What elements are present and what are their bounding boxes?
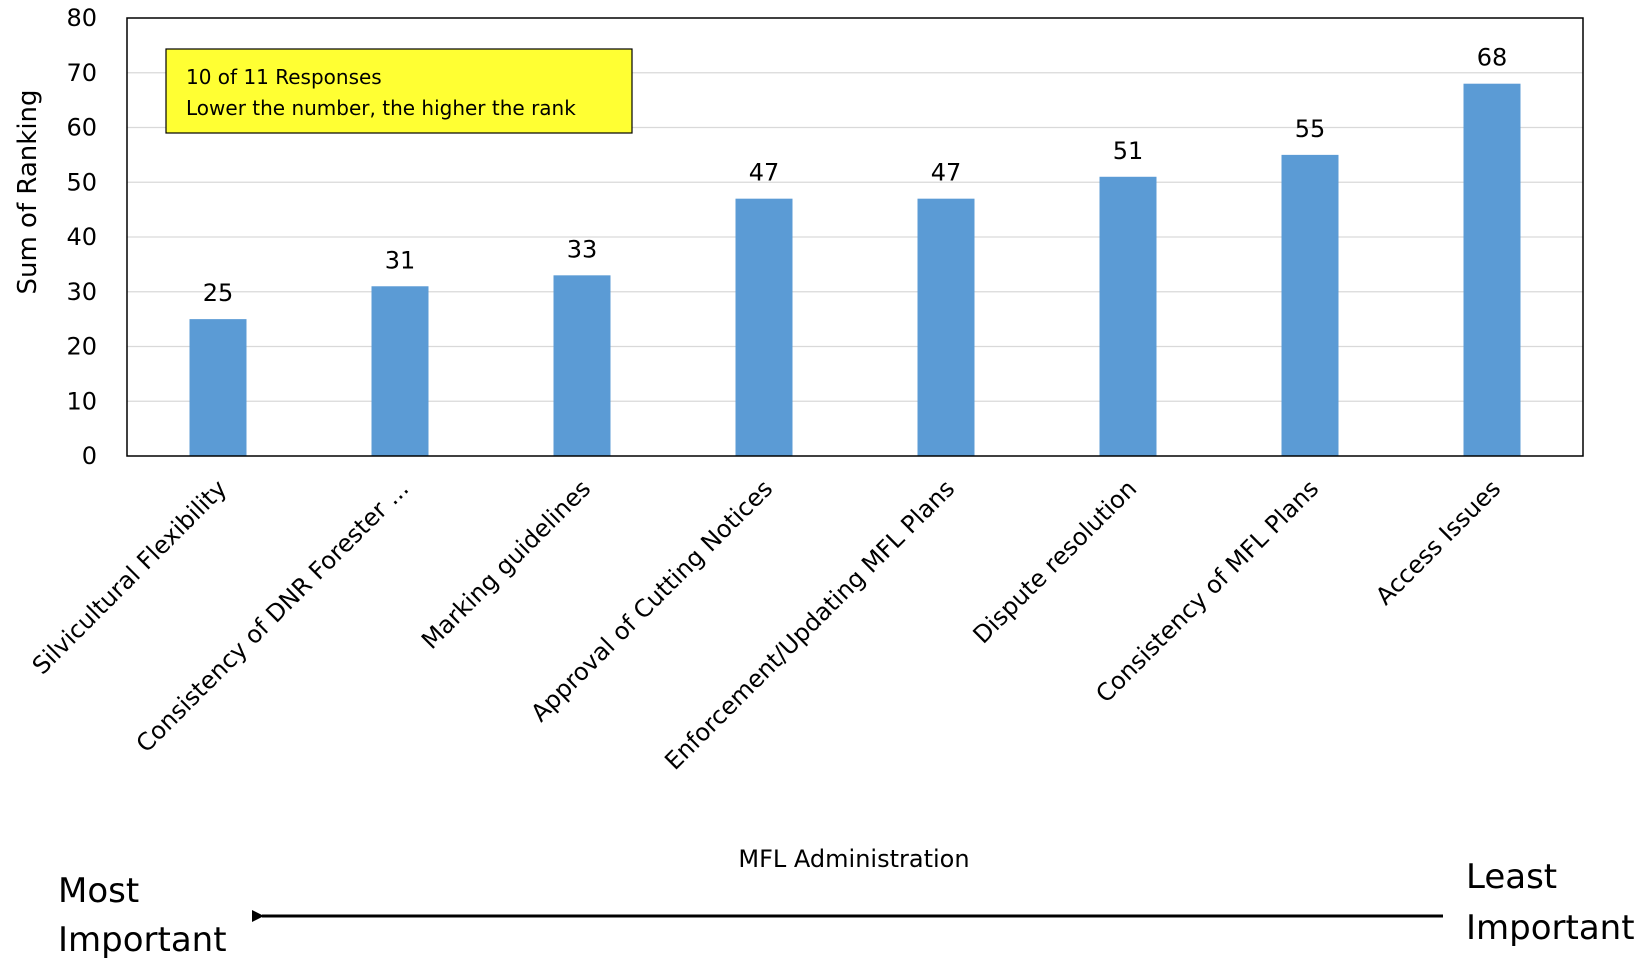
- bar: [189, 319, 247, 456]
- y-tick-label: 30: [66, 278, 97, 306]
- x-tick-label: Marking guidelines: [416, 474, 596, 654]
- plot-frame: [126, 17, 1584, 457]
- x-tick-label: Access Issues: [1370, 474, 1506, 610]
- bar: [735, 198, 793, 457]
- most-important-line-2: Important: [58, 920, 227, 958]
- data-label: 68: [1477, 44, 1508, 72]
- data-label: 51: [1113, 137, 1144, 165]
- data-label: 47: [749, 159, 780, 187]
- bar: [371, 286, 429, 456]
- data-labels: 25 31 33 47 47 51 55 68: [203, 44, 1508, 307]
- bars: [189, 83, 1521, 457]
- y-tick-label: 0: [82, 442, 97, 470]
- least-important-line-2: Important: [1466, 908, 1635, 948]
- data-label: 31: [385, 246, 416, 274]
- x-tick-label: Dispute resolution: [968, 474, 1143, 649]
- bar: [1281, 154, 1339, 456]
- y-axis-title: Sum of Ranking: [13, 89, 43, 294]
- y-tick-label: 80: [66, 4, 97, 32]
- annotation-box: 10 of 11 Responses Lower the number, the…: [165, 48, 633, 134]
- bar: [553, 275, 611, 456]
- x-axis-title: MFL Administration: [738, 845, 969, 873]
- x-tick-label: Enforcement/Updating MFL Plans: [659, 474, 960, 775]
- y-tick-label: 60: [66, 114, 97, 142]
- x-tick-label: Silvicultural Flexibility: [27, 474, 232, 679]
- bar: [1099, 176, 1157, 456]
- y-tick-label: 10: [66, 387, 97, 415]
- data-label: 47: [931, 159, 962, 187]
- data-label: 25: [203, 279, 234, 307]
- y-tick-label: 40: [66, 223, 97, 251]
- bar: [917, 198, 975, 457]
- least-important-line-1: Least: [1466, 857, 1557, 897]
- data-label: 55: [1295, 115, 1326, 143]
- most-important-line-1: Most: [58, 871, 139, 911]
- y-tick-label: 70: [66, 59, 97, 87]
- y-tick-label: 50: [66, 168, 97, 196]
- annotation-background: [165, 48, 633, 134]
- y-tick-label: 20: [66, 333, 97, 361]
- bar: [1463, 83, 1521, 456]
- importance-scale: Most Important Least Important: [58, 857, 1635, 958]
- y-tick-labels: 0 10 20 30 40 50 60 70 80: [66, 4, 97, 470]
- annotation-line-1: 10 of 11 Responses: [186, 65, 382, 89]
- annotation-line-2: Lower the number, the higher the rank: [186, 96, 576, 120]
- data-label: 33: [567, 235, 598, 263]
